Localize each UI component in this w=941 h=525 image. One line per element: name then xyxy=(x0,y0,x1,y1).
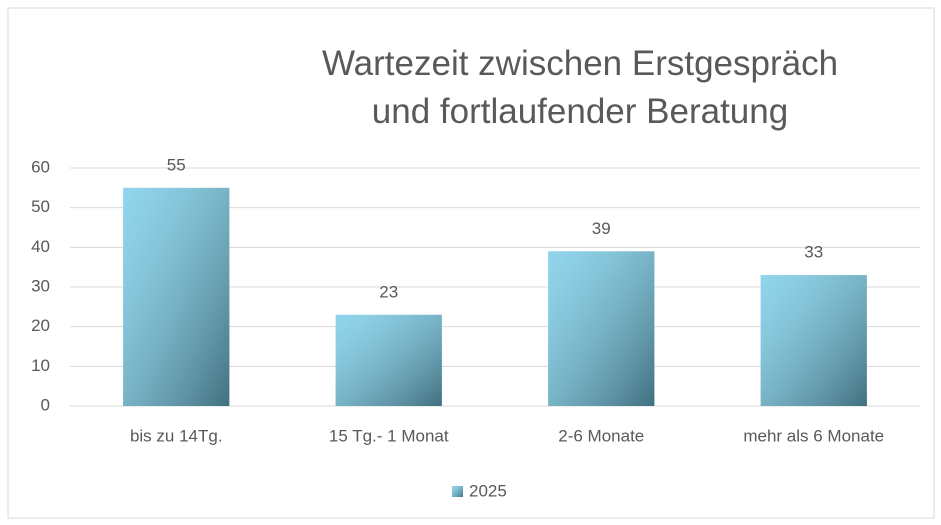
bar-shade xyxy=(123,187,230,406)
y-tick-label: 60 xyxy=(31,157,50,176)
chart-title: Wartezeit zwischen Erstgespräch und fort… xyxy=(321,44,839,131)
bar-shade xyxy=(760,275,867,406)
data-label: 23 xyxy=(379,282,398,301)
y-tick-label: 30 xyxy=(31,276,50,295)
bar-shade xyxy=(548,251,655,406)
x-tick-label: bis zu 14Tg. xyxy=(130,426,223,445)
chart-border xyxy=(7,7,935,519)
data-label: 55 xyxy=(167,155,186,174)
y-tick-label: 40 xyxy=(31,237,50,256)
x-tick-label: 2-6 Monate xyxy=(558,426,644,445)
y-tick-label: 0 xyxy=(41,395,50,414)
legend-swatch-shade xyxy=(452,486,463,497)
data-label: 33 xyxy=(804,243,823,262)
legend-label: 2025 xyxy=(469,481,507,500)
x-tick-label: 15 Tg.- 1 Monat xyxy=(329,426,449,445)
y-tick-label: 20 xyxy=(31,316,50,335)
data-label: 39 xyxy=(592,219,611,238)
x-tick-label: mehr als 6 Monate xyxy=(743,426,884,445)
bar-shade xyxy=(335,314,442,406)
y-tick-label: 10 xyxy=(31,356,50,375)
y-tick-label: 50 xyxy=(31,197,50,216)
